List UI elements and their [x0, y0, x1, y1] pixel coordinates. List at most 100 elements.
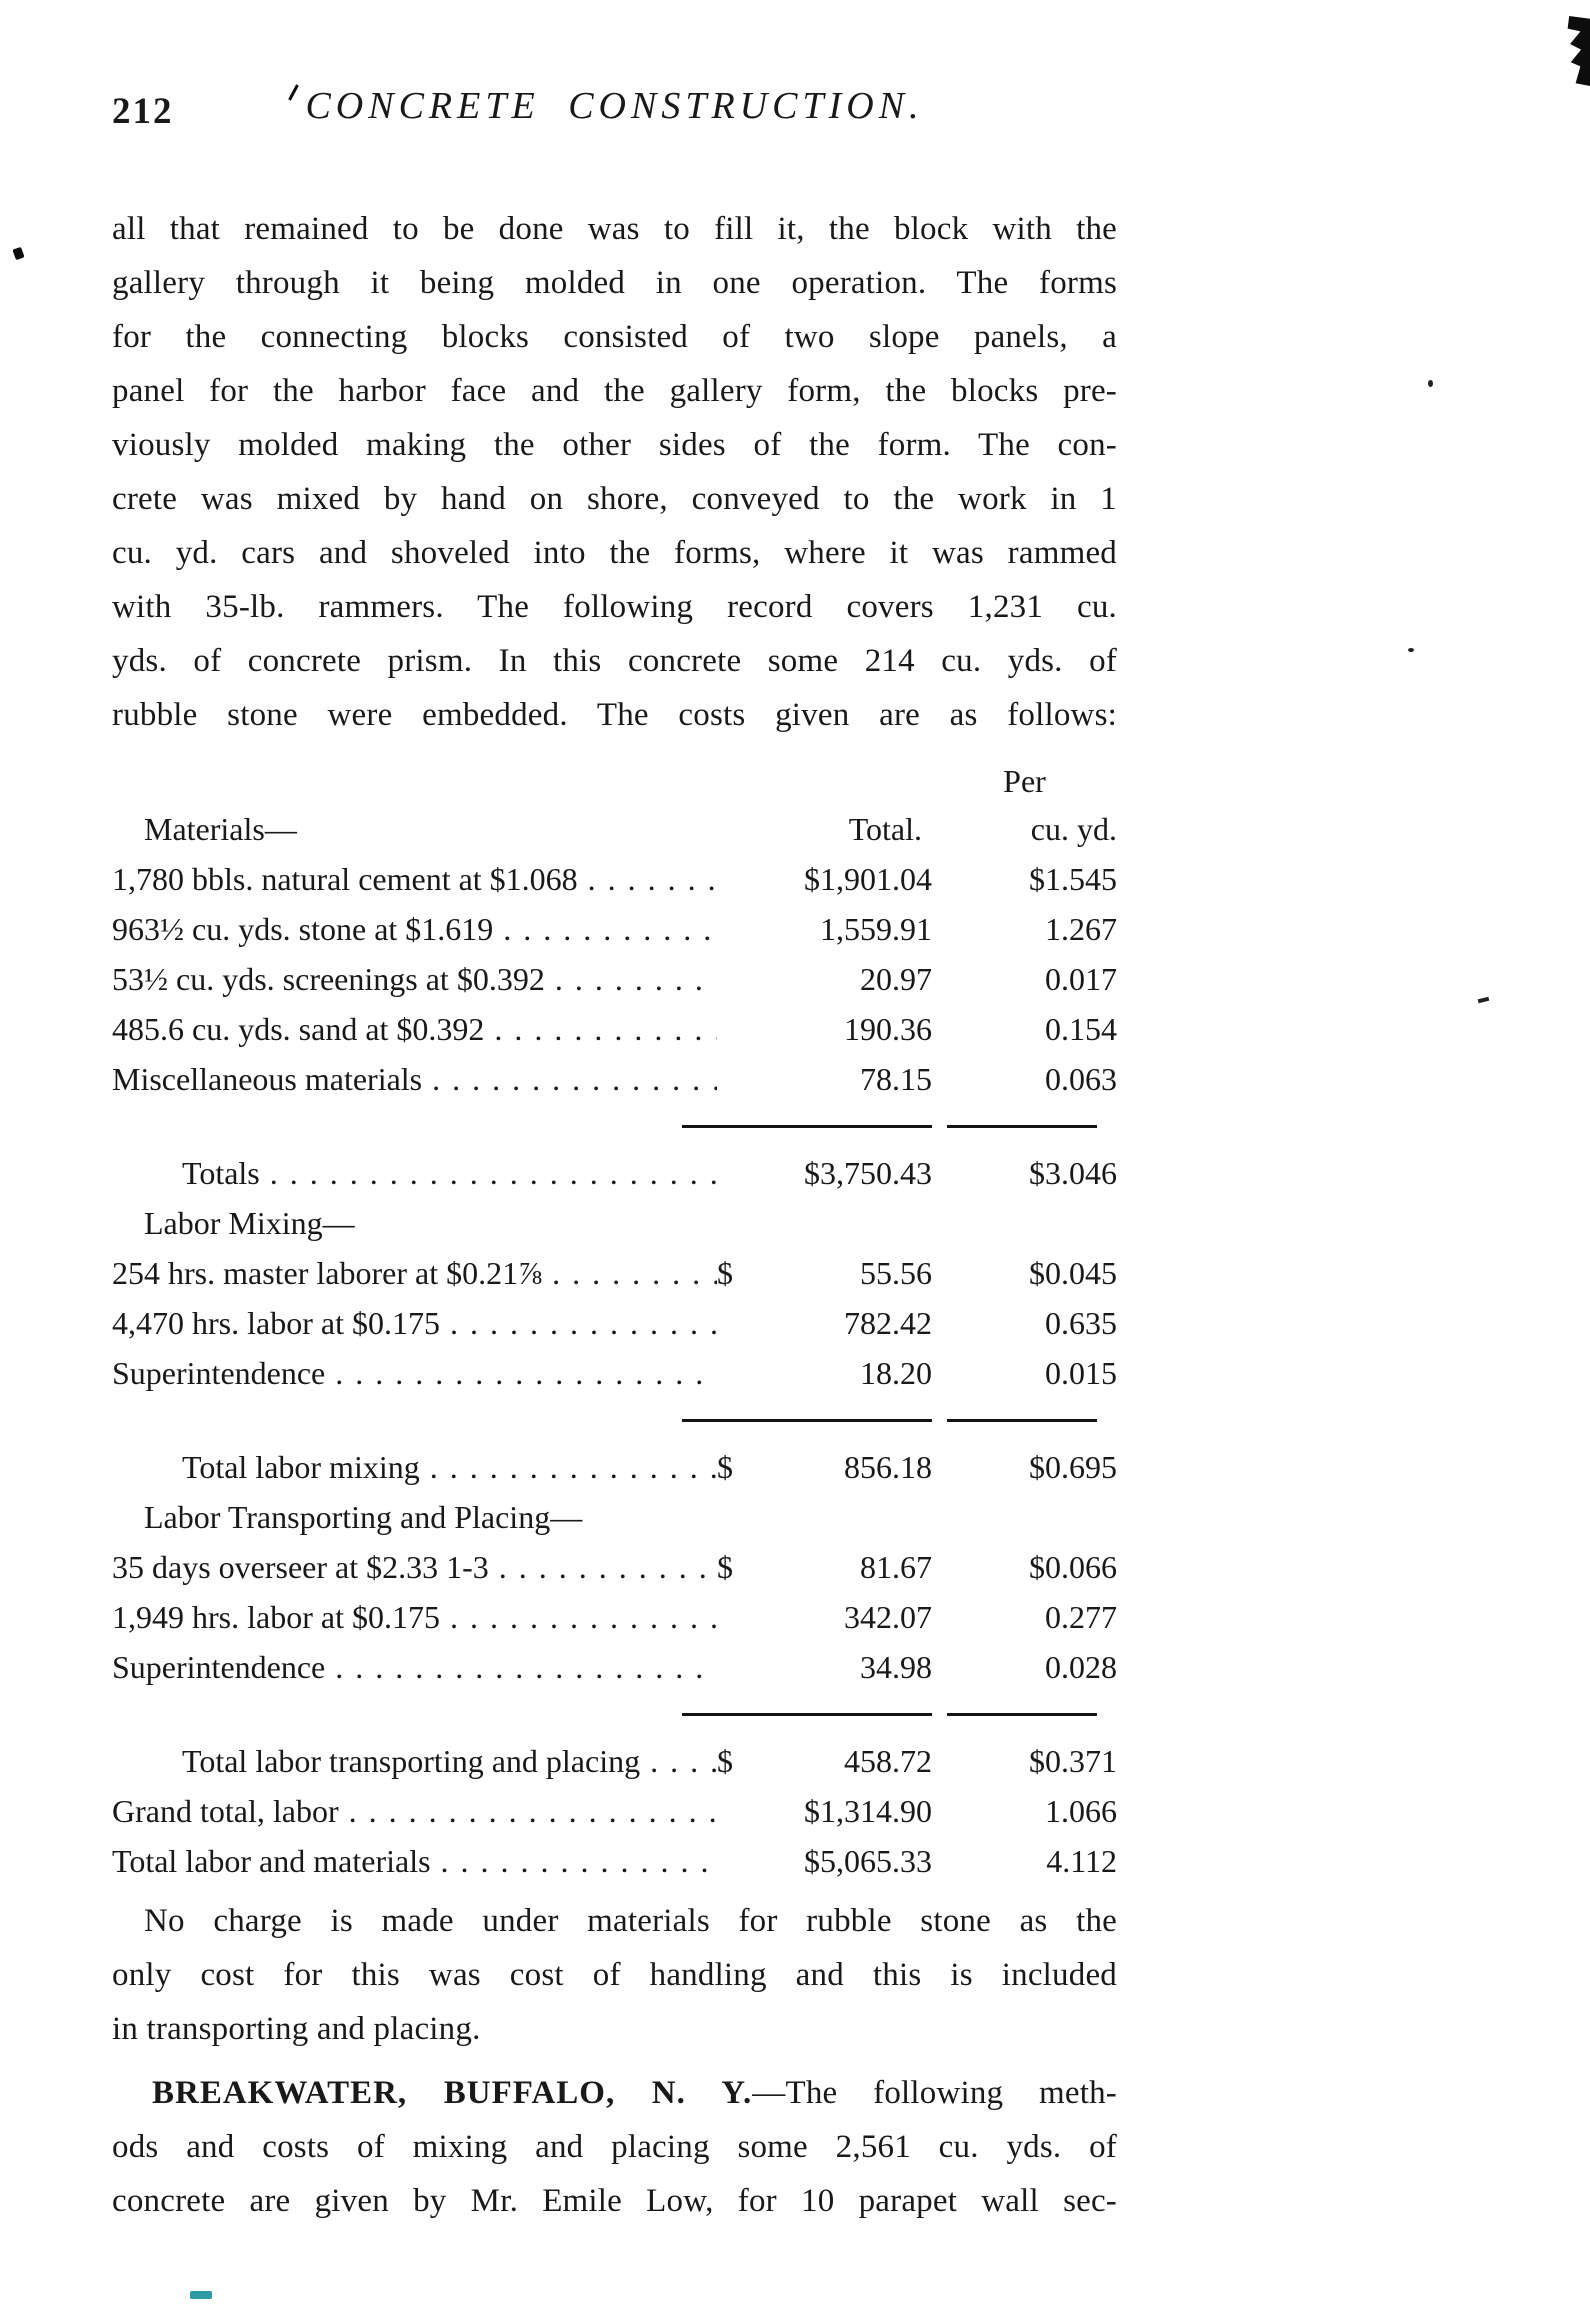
- leader-dots: ........................................…: [503, 911, 717, 947]
- speck-artifact: [1428, 380, 1433, 387]
- total-value: $5,065.33: [804, 1843, 932, 1879]
- per-cu-yd-value: 1.066: [1045, 1793, 1117, 1829]
- text-column: 212 CONCRETE CONSTRUCTION. all that rema…: [112, 84, 1117, 2228]
- row-label: Grand total, labor: [112, 1793, 339, 1829]
- column-header-total: Total.: [848, 811, 922, 847]
- dollar-prefix: $: [717, 1549, 733, 1585]
- paragraph-line: ods and costs of mixing and placing some…: [112, 2129, 1117, 2165]
- per-cu-yd-value: 0.277: [1045, 1599, 1117, 1635]
- per-cu-yd-value: $1.545: [1029, 861, 1117, 897]
- table-row: 53½ cu. yds. screenings at $0.392.......…: [112, 954, 1117, 1004]
- run-in-heading: BREAKWATER, BUFFALO, N. Y.: [152, 2075, 753, 2111]
- total-value: 458.72: [844, 1743, 932, 1779]
- total-cell: 34.98: [717, 1642, 932, 1692]
- paragraph-line: BREAKWATER, BUFFALO, N. Y.—The following…: [152, 2075, 1118, 2111]
- leader-dots: ........................................…: [269, 1155, 717, 1191]
- total-cell: $1,314.90: [717, 1786, 932, 1836]
- table-section-label: Materials—: [144, 811, 297, 847]
- paragraph-intro: all that remained to be done was to fill…: [112, 202, 1117, 742]
- paragraph-line: rubble stone were embedded. The costs gi…: [112, 697, 1117, 733]
- total-cell: $458.72: [717, 1736, 932, 1786]
- table-row: Miscellaneous materials.................…: [112, 1054, 1117, 1104]
- total-value: 782.42: [844, 1305, 932, 1341]
- total-value: 1,559.91: [820, 911, 932, 947]
- total-cell: $3,750.43: [717, 1148, 932, 1198]
- speck-artifact: [1477, 996, 1490, 1004]
- paragraph-line: yds. of concrete prism. In this concrete…: [112, 643, 1117, 679]
- paragraph-line: concrete are given by Mr. Emile Low, for…: [112, 2183, 1117, 2219]
- leader-dots: ........................................…: [335, 1649, 717, 1685]
- per-cu-yd-value: 4.112: [1046, 1843, 1117, 1879]
- paragraph-line: gallery through it being molded in one o…: [112, 265, 1117, 301]
- table-section-row: Labor Transporting and Placing—: [112, 1492, 1117, 1542]
- paragraph-no-charge: No charge is made under materials for ru…: [112, 1894, 1117, 2056]
- leader-dots: ........................................…: [554, 961, 717, 997]
- ink-blob-artifact: [1567, 16, 1590, 86]
- per-column-rule: [947, 1124, 1097, 1128]
- table-row: Total labor transporting and placing....…: [112, 1736, 1117, 1786]
- row-label: Superintendence: [112, 1355, 326, 1391]
- per-cu-yd-value: 0.063: [1045, 1061, 1117, 1097]
- total-value: 856.18: [844, 1449, 932, 1485]
- per-cu-yd-value: 0.015: [1045, 1355, 1117, 1391]
- cost-table: Per Materials— Total. cu. yd. 1,780 bbls…: [112, 758, 1117, 1886]
- paragraph-line: No charge is made under materials for ru…: [144, 1903, 1117, 1939]
- per-cu-yd-value: $0.695: [1029, 1449, 1117, 1485]
- per-cu-yd-value: $0.371: [1029, 1743, 1117, 1779]
- total-value: $1,314.90: [804, 1793, 932, 1829]
- total-cell: 190.36: [717, 1004, 932, 1054]
- table-row: 963½ cu. yds. stone at $1.619...........…: [112, 904, 1117, 954]
- row-label: 53½ cu. yds. screenings at $0.392: [112, 961, 545, 997]
- per-cu-yd-value: 0.154: [1045, 1011, 1117, 1047]
- table-rule-row: [112, 1104, 1117, 1148]
- row-label: Superintendence: [112, 1649, 326, 1685]
- total-cell: $5,065.33: [717, 1836, 932, 1886]
- table-rule-row: [112, 1692, 1117, 1736]
- table-row: 35 days overseer at $2.33 1-3...........…: [112, 1542, 1117, 1592]
- paragraph-line: only cost for this was cost of handling …: [112, 1957, 1117, 1993]
- table-row: Totals..................................…: [112, 1148, 1117, 1198]
- total-cell: 78.15: [717, 1054, 932, 1104]
- table-header-per-row: Per: [112, 758, 1117, 804]
- total-cell: $1,901.04: [717, 854, 932, 904]
- table-row: 1,780 bbls. natural cement at $1.068....…: [112, 854, 1117, 904]
- table-header-row: Materials— Total. cu. yd.: [112, 804, 1117, 854]
- leader-dots: ........................................…: [494, 1011, 717, 1047]
- per-cu-yd-value: 1.267: [1045, 911, 1117, 947]
- paragraph-line: in transporting and placing.: [112, 2011, 481, 2047]
- total-value: $1,901.04: [804, 861, 932, 897]
- row-label: Total labor mixing: [182, 1449, 420, 1485]
- table-row: Total labor and materials...............…: [112, 1836, 1117, 1886]
- per-cu-yd-value: 0.017: [1045, 961, 1117, 997]
- table-section-row: Labor Mixing—: [112, 1198, 1117, 1248]
- row-label: 1,780 bbls. natural cement at $1.068: [112, 861, 578, 897]
- per-cu-yd-value: $0.045: [1029, 1255, 1117, 1291]
- per-cu-yd-value: 0.635: [1045, 1305, 1117, 1341]
- row-label: 35 days overseer at $2.33 1-3: [112, 1549, 489, 1585]
- running-title: CONCRETE CONSTRUCTION.: [305, 85, 924, 127]
- leader-dots: ........................................…: [650, 1743, 717, 1779]
- paragraph-line: viously molded making the other sides of…: [112, 427, 1117, 463]
- leader-dots: ........................................…: [348, 1793, 717, 1829]
- margin-speck-artifact: [12, 246, 25, 261]
- row-label: Miscellaneous materials: [112, 1061, 423, 1097]
- paragraph-line: crete was mixed by hand on shore, convey…: [112, 481, 1117, 517]
- leader-dots: ........................................…: [335, 1355, 717, 1391]
- table-rule-row: [112, 1398, 1117, 1442]
- total-value: 20.97: [860, 961, 932, 997]
- total-cell: 20.97: [717, 954, 932, 1004]
- per-column-rule: [947, 1418, 1097, 1422]
- total-column-rule: [682, 1124, 932, 1128]
- total-value: 342.07: [844, 1599, 932, 1635]
- total-cell: $55.56: [717, 1248, 932, 1298]
- leader-dots: ........................................…: [552, 1255, 717, 1291]
- table-body: 1,780 bbls. natural cement at $1.068....…: [112, 854, 1117, 1886]
- row-label: Total labor and materials: [112, 1843, 431, 1879]
- total-value: 34.98: [860, 1649, 932, 1685]
- leader-dots: ........................................…: [587, 861, 717, 897]
- table-section-label: Labor Transporting and Placing—: [144, 1499, 583, 1535]
- speck-artifact: [1408, 648, 1414, 652]
- table-row: Superintendence.........................…: [112, 1642, 1117, 1692]
- total-value: 190.36: [844, 1011, 932, 1047]
